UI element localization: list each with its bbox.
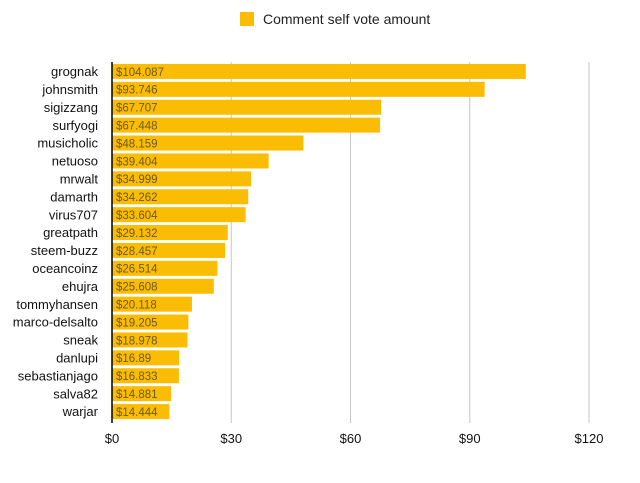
value-label-netuoso: $39.404	[116, 156, 158, 168]
value-label-sebastianjago: $16.833	[116, 371, 158, 383]
value-label-steem-buzz: $28.457	[116, 246, 158, 258]
value-label-surfyogi: $67.448	[116, 120, 158, 132]
category-label-musicholic: musicholic	[37, 136, 98, 151]
bar-warjar	[112, 404, 170, 420]
category-label-surfyogi: surfyogi	[52, 118, 98, 133]
bar-salva82	[112, 386, 172, 402]
x-tick-label-1: $30	[220, 431, 242, 446]
value-label-warjar: $14.444	[116, 407, 158, 419]
value-label-mrwalt: $34.999	[116, 174, 158, 186]
bar-greatpath	[112, 225, 228, 241]
bar-sebastianjago	[112, 368, 179, 384]
value-label-ehujra: $25.608	[116, 282, 158, 294]
x-tick-label-4: $120	[575, 431, 604, 446]
category-label-virus707: virus707	[49, 207, 98, 222]
category-label-salva82: salva82	[53, 386, 98, 401]
bar-mrwalt	[112, 171, 252, 187]
category-label-tommyhansen: tommyhansen	[16, 297, 98, 312]
bar-tommyhansen	[112, 296, 192, 312]
category-label-ehujra: ehujra	[62, 279, 99, 294]
bar-musicholic	[112, 135, 304, 151]
bar-danlupi	[112, 350, 180, 366]
bar-oceancoinz	[112, 260, 218, 276]
bar-sneak	[112, 332, 188, 348]
category-label-damarth: damarth	[50, 189, 98, 204]
category-label-greatpath: greatpath	[43, 225, 98, 240]
category-label-steem-buzz: steem-buzz	[31, 243, 98, 258]
value-label-virus707: $33.604	[116, 210, 158, 222]
x-tick-label-0: $0	[105, 431, 119, 446]
value-label-grognak: $104.087	[116, 67, 164, 79]
category-label-danlupi: danlupi	[56, 350, 98, 365]
bar-sigizzang	[112, 99, 382, 115]
category-label-grognak: grognak	[51, 64, 98, 79]
category-label-oceancoinz: oceancoinz	[32, 261, 98, 276]
category-label-warjar: warjar	[62, 404, 99, 419]
bar-damarth	[112, 189, 249, 205]
x-tick-label-3: $90	[459, 431, 481, 446]
bar-ehujra	[112, 278, 214, 294]
value-label-sneak: $18.978	[116, 335, 158, 347]
category-label-netuoso: netuoso	[52, 154, 98, 169]
x-tick-label-2: $60	[340, 431, 362, 446]
value-label-salva82: $14.881	[116, 389, 158, 401]
legend-label: Comment self vote amount	[263, 11, 431, 27]
value-label-damarth: $34.262	[116, 192, 158, 204]
bar-marco-delsalto	[112, 314, 189, 330]
category-label-marco-delsalto: marco-delsalto	[13, 315, 98, 330]
value-label-marco-delsalto: $19.205	[116, 317, 158, 329]
legend: Comment self vote amount	[240, 11, 430, 27]
bar-grognak	[112, 63, 526, 79]
category-label-sneak: sneak	[63, 333, 98, 348]
value-label-musicholic: $48.159	[116, 138, 158, 150]
value-label-sigizzang: $67.707	[116, 103, 158, 115]
category-label-sigizzang: sigizzang	[44, 100, 98, 115]
value-label-johnsmith: $93.746	[116, 85, 158, 97]
category-label-sebastianjago: sebastianjago	[18, 368, 98, 383]
bar-steem-buzz	[112, 242, 226, 258]
value-label-oceancoinz: $26.514	[116, 264, 158, 276]
category-label-mrwalt: mrwalt	[60, 171, 99, 186]
value-label-danlupi: $16.89	[116, 353, 151, 365]
bar-surfyogi	[112, 117, 381, 133]
bar-johnsmith	[112, 81, 485, 97]
bar-netuoso	[112, 153, 269, 169]
bar-virus707	[112, 207, 246, 223]
value-label-greatpath: $29.132	[116, 228, 158, 240]
legend-swatch	[240, 12, 254, 26]
category-label-johnsmith: johnsmith	[41, 82, 98, 97]
value-label-tommyhansen: $20.118	[116, 299, 157, 311]
